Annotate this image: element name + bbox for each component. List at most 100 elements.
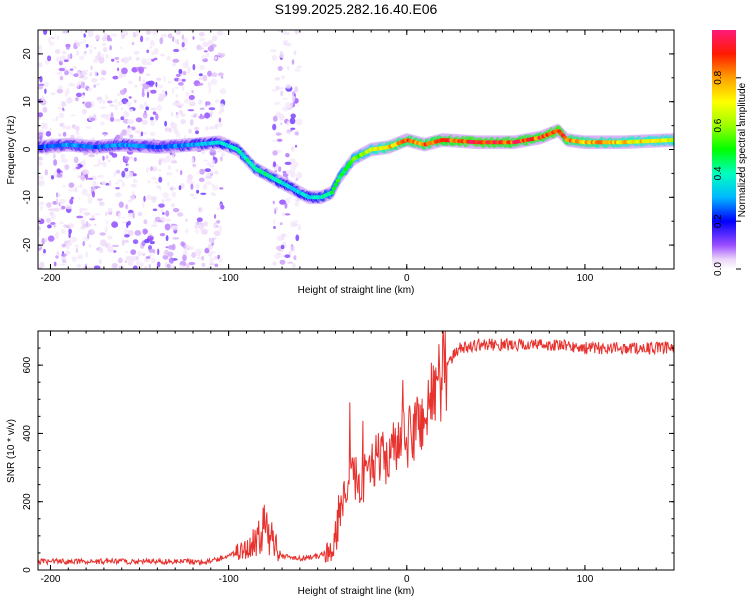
noise-blob xyxy=(175,113,180,119)
y-tick-label: 200 xyxy=(22,493,33,510)
noise-blob xyxy=(205,181,212,185)
noise-blob xyxy=(93,164,100,167)
noise-blob xyxy=(178,110,183,115)
noise-blob xyxy=(200,192,207,195)
noise-blob xyxy=(43,249,46,254)
noise-blob xyxy=(113,250,117,253)
noise-blob xyxy=(53,170,58,178)
noise-blob xyxy=(118,72,124,79)
noise-blob xyxy=(131,191,135,196)
noise-blob xyxy=(215,99,219,104)
noise-blob xyxy=(205,101,211,106)
noise-blob xyxy=(272,200,275,205)
noise-blob xyxy=(207,81,212,88)
y-tick-label: 0 xyxy=(22,146,33,152)
noise-blob xyxy=(38,85,44,90)
noise-blob xyxy=(181,42,185,48)
noise-blob xyxy=(90,45,93,48)
noise-blob xyxy=(83,39,86,42)
noise-blob xyxy=(80,174,86,182)
noise-blob xyxy=(172,58,180,63)
noise-blob xyxy=(143,266,148,269)
noise-blob xyxy=(145,30,152,35)
noise-blob xyxy=(292,160,299,168)
noise-blob xyxy=(64,125,72,130)
noise-blob xyxy=(280,244,285,250)
noise-blob xyxy=(44,81,49,88)
noise-blob xyxy=(67,53,70,61)
noise-blob xyxy=(280,90,284,97)
noise-blob xyxy=(155,113,159,121)
noise-blob xyxy=(133,99,137,103)
noise-blob xyxy=(199,107,205,110)
y-tick-label: 0 xyxy=(22,567,33,573)
noise-blob xyxy=(158,93,165,101)
noise-blob xyxy=(41,253,46,256)
noise-blob xyxy=(98,98,103,104)
noise-blob xyxy=(39,201,45,206)
noise-blob xyxy=(113,98,118,104)
noise-blob xyxy=(107,100,113,104)
noise-blob xyxy=(290,245,295,252)
noise-blob xyxy=(76,215,84,219)
noise-blob xyxy=(214,123,219,130)
noise-blob xyxy=(152,166,158,172)
y-tick-label: 400 xyxy=(22,425,33,442)
noise-blob xyxy=(142,79,146,83)
y-tick-label: -20 xyxy=(22,237,33,252)
noise-blob xyxy=(190,193,195,197)
noise-blob xyxy=(155,81,158,88)
y-tick-label: 20 xyxy=(22,48,33,60)
noise-blob xyxy=(192,63,196,71)
noise-blob xyxy=(72,65,77,70)
noise-blob xyxy=(116,60,120,63)
noise-blob xyxy=(59,263,67,266)
noise-blob xyxy=(58,112,65,119)
noise-blob xyxy=(192,196,198,199)
noise-blob xyxy=(150,51,155,55)
noise-blob xyxy=(209,239,215,244)
noise-blob xyxy=(79,161,87,166)
noise-blob xyxy=(106,34,111,42)
noise-blob xyxy=(199,168,205,175)
noise-blob xyxy=(117,67,120,72)
noise-blob xyxy=(141,119,148,125)
noise-blob xyxy=(209,257,214,264)
noise-blob xyxy=(285,83,292,89)
noise-blob xyxy=(196,189,200,194)
noise-blob xyxy=(151,58,155,62)
noise-blob xyxy=(75,166,81,170)
noise-blob xyxy=(64,164,70,171)
noise-blob xyxy=(117,93,120,96)
noise-blob xyxy=(205,52,210,58)
noise-blob xyxy=(65,250,71,256)
noise-blob xyxy=(61,205,66,210)
noise-blob xyxy=(163,75,166,82)
noise-blob xyxy=(171,224,179,231)
noise-blob xyxy=(73,73,79,77)
x-tick-label: 0 xyxy=(404,273,410,284)
noise-blob xyxy=(290,146,295,152)
noise-blob xyxy=(294,201,300,207)
noise-blob xyxy=(66,97,73,104)
noise-blob xyxy=(180,118,186,125)
noise-blob xyxy=(203,50,208,53)
noise-blob xyxy=(178,82,184,86)
noise-blob xyxy=(87,87,93,92)
noise-blob xyxy=(148,248,156,253)
noise-blob xyxy=(114,56,120,60)
noise-blob xyxy=(272,150,278,156)
noise-blob xyxy=(41,237,45,245)
noise-blob xyxy=(83,52,87,56)
noise-blob xyxy=(192,36,195,40)
noise-blob xyxy=(125,174,130,179)
noise-blob xyxy=(214,170,219,175)
noise-blob xyxy=(115,187,120,190)
noise-blob xyxy=(61,158,69,163)
noise-blob xyxy=(177,78,183,82)
noise-blob xyxy=(166,218,171,223)
noise-blob xyxy=(116,169,121,174)
noise-blob xyxy=(172,208,180,213)
noise-blob xyxy=(117,257,123,264)
noise-blob xyxy=(282,97,288,101)
